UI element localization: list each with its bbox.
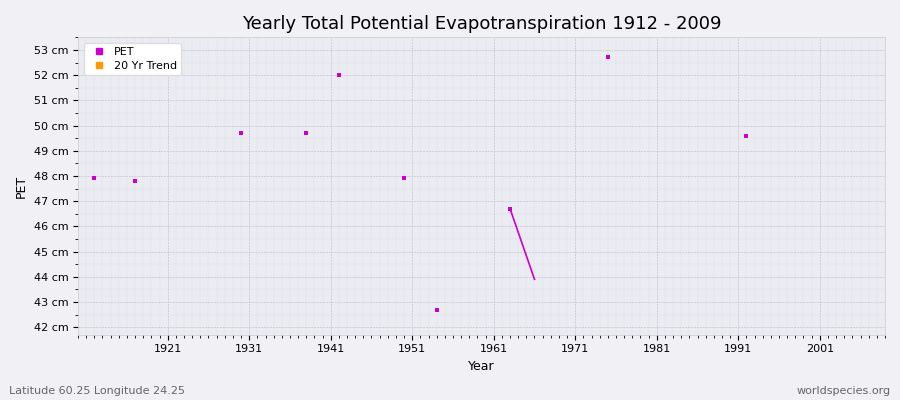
Point (397, 175, 411, 182)
X-axis label: Year: Year (468, 360, 495, 373)
Point (87, 175, 102, 182)
Point (234, 130, 248, 136)
Point (299, 130, 313, 136)
Text: worldspecies.org: worldspecies.org (796, 386, 891, 396)
Legend: PET, 20 Yr Trend: PET, 20 Yr Trend (84, 43, 181, 75)
Point (600, 54, 615, 61)
Y-axis label: PET: PET (15, 174, 28, 198)
Text: Latitude 60.25 Longitude 24.25: Latitude 60.25 Longitude 24.25 (9, 386, 185, 396)
Point (739, 132, 753, 139)
Point (128, 178, 142, 184)
Point (503, 206, 517, 212)
Point (429, 306, 444, 313)
Point (332, 72, 347, 78)
Title: Yearly Total Potential Evapotranspiration 1912 - 2009: Yearly Total Potential Evapotranspiratio… (242, 15, 721, 33)
